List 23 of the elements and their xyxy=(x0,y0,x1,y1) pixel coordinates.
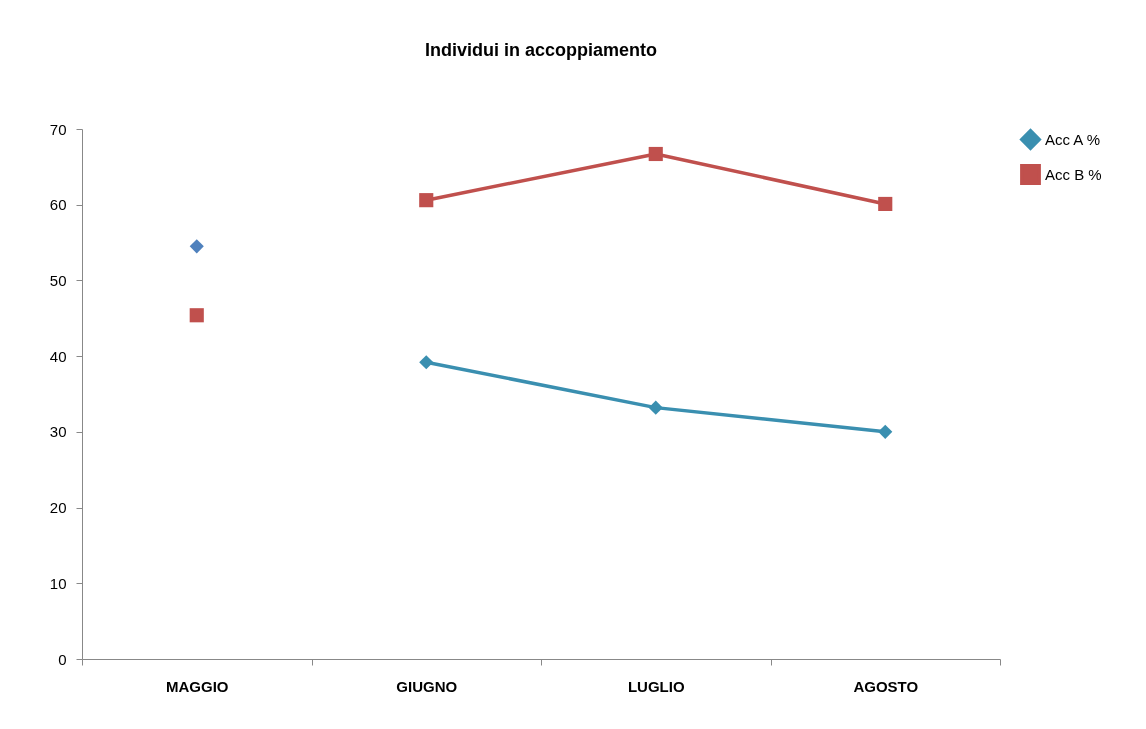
legend-label: Acc B % xyxy=(1045,165,1102,183)
x-tick-label: GIUGNO xyxy=(396,677,458,695)
x-tick-label: LUGLIO xyxy=(627,677,685,695)
y-tick-label: 50 xyxy=(49,271,67,289)
y-tick-label: 40 xyxy=(49,347,67,365)
y-tick-label: 30 xyxy=(49,423,67,441)
point xyxy=(878,424,893,439)
y-tick-label: 0 xyxy=(58,650,67,668)
y-tick-label: 10 xyxy=(49,574,67,592)
point xyxy=(419,355,434,370)
y-tick-label: 60 xyxy=(49,196,67,214)
chart-title: Individui in accoppiamento xyxy=(424,40,658,60)
point xyxy=(189,239,204,254)
point xyxy=(648,146,663,162)
x-tick-label: AGOSTO xyxy=(853,677,919,695)
y-tick-label: 70 xyxy=(49,120,67,138)
y-tick-label: 20 xyxy=(49,499,67,517)
legend-label: Acc A % xyxy=(1045,130,1101,148)
point xyxy=(419,193,434,208)
point xyxy=(878,196,893,212)
x-tick-label: MAGGIO xyxy=(166,677,229,695)
point xyxy=(189,308,204,323)
point xyxy=(648,400,663,415)
